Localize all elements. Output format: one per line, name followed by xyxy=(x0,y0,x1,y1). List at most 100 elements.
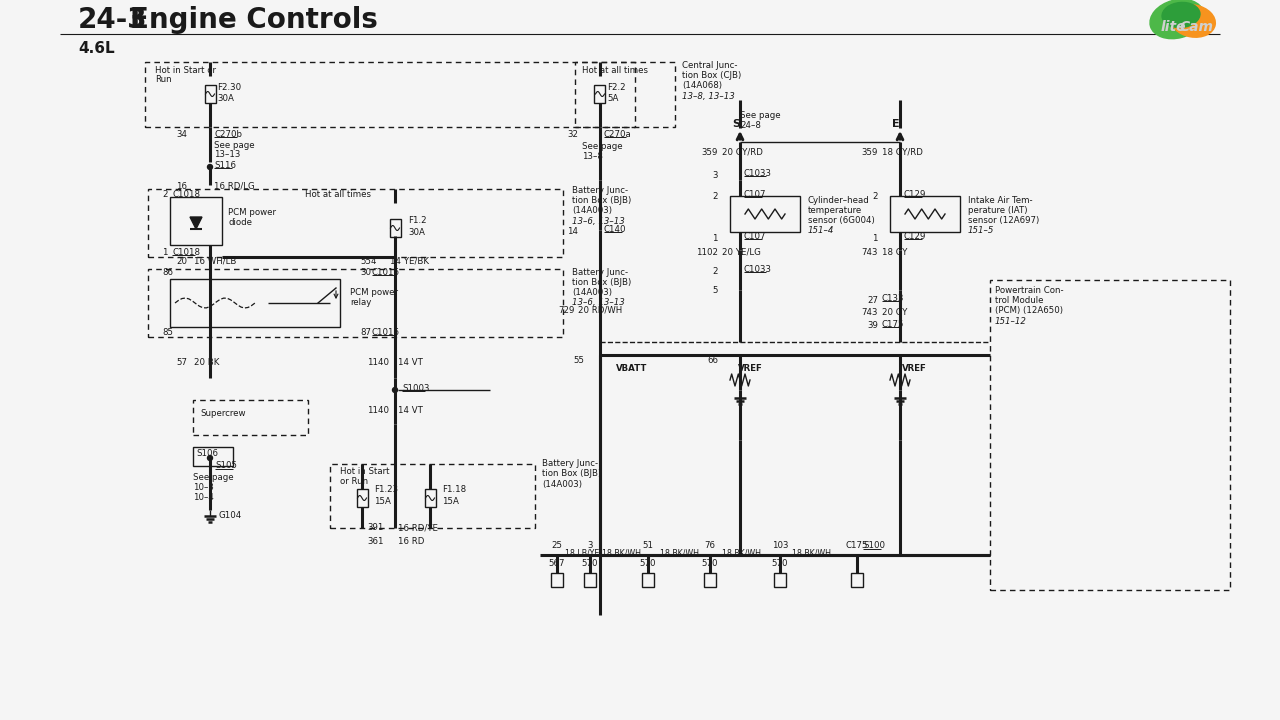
Text: 16 RD/LG: 16 RD/LG xyxy=(214,181,255,191)
Text: 20: 20 xyxy=(177,256,187,266)
Text: Hot in Start: Hot in Start xyxy=(340,467,389,475)
Text: VREF: VREF xyxy=(739,364,763,372)
Text: Cam: Cam xyxy=(1180,20,1213,34)
Text: C1018: C1018 xyxy=(172,189,200,199)
Text: F2.2: F2.2 xyxy=(607,83,626,91)
Text: 16 WH/LB: 16 WH/LB xyxy=(195,256,237,266)
Text: 20 GY/RD: 20 GY/RD xyxy=(722,148,763,156)
Ellipse shape xyxy=(1149,0,1204,39)
Text: C175: C175 xyxy=(882,320,905,328)
Bar xyxy=(170,197,221,245)
Text: 24–8: 24–8 xyxy=(740,120,760,130)
Text: 39: 39 xyxy=(867,320,878,330)
Text: E: E xyxy=(892,119,900,129)
Bar xyxy=(704,573,716,587)
Text: Cylinder–head: Cylinder–head xyxy=(808,196,869,204)
Text: 570: 570 xyxy=(772,559,788,569)
Text: 1102: 1102 xyxy=(696,248,718,256)
Text: 10–3: 10–3 xyxy=(193,482,214,492)
Text: 15A: 15A xyxy=(442,498,458,506)
Text: 13–6, 13–13: 13–6, 13–13 xyxy=(572,297,625,307)
Bar xyxy=(193,400,308,435)
Text: 5: 5 xyxy=(713,286,718,294)
Text: Powertrain Con-: Powertrain Con- xyxy=(995,286,1064,294)
Bar xyxy=(643,573,654,587)
Text: C107: C107 xyxy=(744,232,767,240)
Text: C1018: C1018 xyxy=(172,248,200,256)
Bar xyxy=(389,219,401,237)
Text: 1: 1 xyxy=(163,248,168,256)
Text: Run: Run xyxy=(155,74,172,84)
Text: S105: S105 xyxy=(215,462,237,470)
Bar xyxy=(575,62,675,127)
Text: 20 RD/WH: 20 RD/WH xyxy=(579,305,622,315)
Text: See page: See page xyxy=(214,140,255,150)
Text: 570: 570 xyxy=(581,559,598,569)
Text: (14A003): (14A003) xyxy=(572,287,612,297)
Text: 18 GY/RD: 18 GY/RD xyxy=(882,148,923,156)
Text: 87: 87 xyxy=(360,328,371,336)
Text: 3: 3 xyxy=(588,541,593,551)
Text: C1016: C1016 xyxy=(372,328,399,336)
Text: (14A003): (14A003) xyxy=(572,205,612,215)
Text: 18 BK/WH: 18 BK/WH xyxy=(602,549,641,557)
Text: 20 BK: 20 BK xyxy=(195,358,219,366)
Text: PCM power: PCM power xyxy=(349,287,398,297)
Text: 151–4: 151–4 xyxy=(808,225,835,235)
Text: 14 YE/BK: 14 YE/BK xyxy=(390,256,429,266)
Text: diode: diode xyxy=(228,217,252,227)
Text: 13–8: 13–8 xyxy=(582,151,603,161)
Text: 27: 27 xyxy=(867,295,878,305)
Text: lite: lite xyxy=(1161,20,1187,34)
Bar xyxy=(425,489,435,507)
Text: C1033: C1033 xyxy=(744,264,772,274)
Text: C270a: C270a xyxy=(604,130,632,138)
Text: tion Box (BJB): tion Box (BJB) xyxy=(572,196,631,204)
Text: 1140: 1140 xyxy=(367,405,389,415)
Text: tion Box (CJB): tion Box (CJB) xyxy=(682,71,741,79)
Text: 20 GY: 20 GY xyxy=(882,307,908,317)
Text: 567: 567 xyxy=(549,559,566,569)
Text: 743: 743 xyxy=(861,307,878,317)
Text: perature (IAT): perature (IAT) xyxy=(968,205,1028,215)
Circle shape xyxy=(393,387,398,392)
Text: sensor (6G004): sensor (6G004) xyxy=(808,215,874,225)
Text: See page: See page xyxy=(193,472,234,482)
Text: 18 BK/WH: 18 BK/WH xyxy=(722,549,762,557)
Text: 20 YE/LG: 20 YE/LG xyxy=(722,248,760,256)
Text: 85: 85 xyxy=(163,328,173,336)
Text: 3: 3 xyxy=(713,171,718,179)
Text: 13–6, 13–13: 13–6, 13–13 xyxy=(572,217,625,225)
Text: 76: 76 xyxy=(704,541,716,551)
Text: 570: 570 xyxy=(701,559,718,569)
Text: 1140: 1140 xyxy=(367,358,389,366)
Text: 30A: 30A xyxy=(408,228,425,236)
Text: 24-3: 24-3 xyxy=(78,6,147,34)
Text: Supercrew: Supercrew xyxy=(200,408,246,418)
Bar xyxy=(145,62,635,127)
Text: or Run: or Run xyxy=(340,477,369,485)
Text: 30: 30 xyxy=(360,268,371,276)
Text: 13–8, 13–13: 13–8, 13–13 xyxy=(682,91,735,101)
Text: 13–13: 13–13 xyxy=(214,150,241,158)
Bar xyxy=(890,196,960,232)
Text: relay: relay xyxy=(349,297,371,307)
Text: 10–4: 10–4 xyxy=(193,492,214,502)
Circle shape xyxy=(207,456,212,461)
Text: S100: S100 xyxy=(863,541,884,551)
Text: See page: See page xyxy=(582,142,622,150)
Bar xyxy=(989,280,1230,590)
Ellipse shape xyxy=(1171,5,1215,37)
Text: Battery Junc-: Battery Junc- xyxy=(572,268,628,276)
Text: Hot at all times: Hot at all times xyxy=(305,189,371,199)
Text: VBATT: VBATT xyxy=(616,364,648,372)
Text: 16: 16 xyxy=(177,181,187,191)
Text: F1.18: F1.18 xyxy=(442,485,466,495)
Text: VREF: VREF xyxy=(902,364,927,372)
Bar xyxy=(594,85,605,103)
Text: C107: C107 xyxy=(744,189,767,199)
Text: 14: 14 xyxy=(567,227,579,235)
Text: Battery Junc-: Battery Junc- xyxy=(572,186,628,194)
Text: S106: S106 xyxy=(196,449,218,457)
Bar xyxy=(774,573,786,587)
